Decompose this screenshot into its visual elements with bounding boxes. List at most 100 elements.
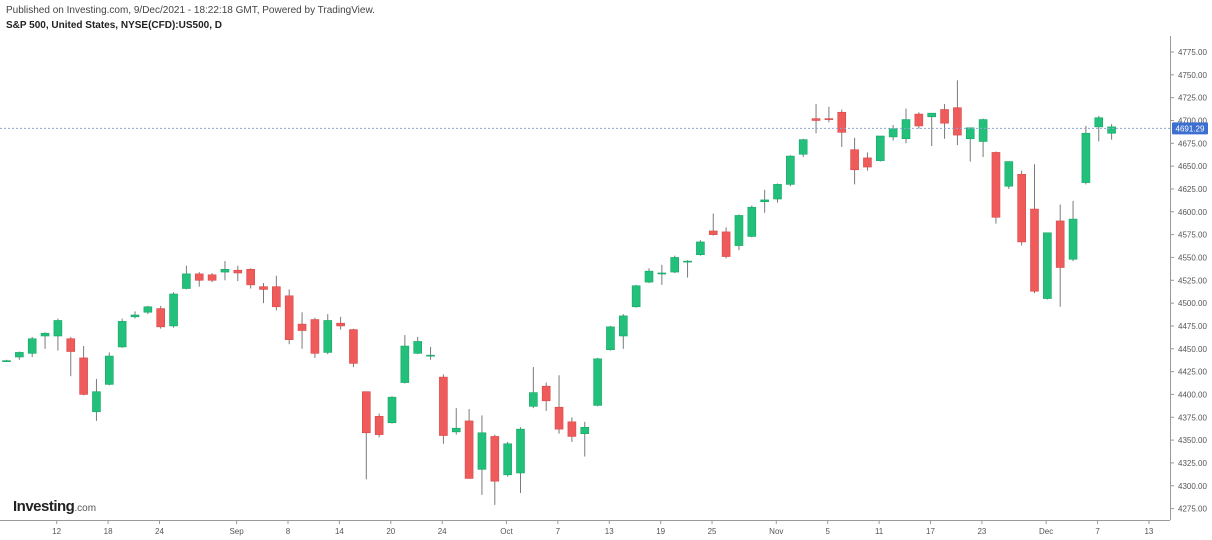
candle-body (1017, 174, 1026, 243)
candle (580, 421, 590, 457)
y-tick-label: 4525.00 (1178, 276, 1207, 285)
x-tick-label: 17 (926, 527, 935, 536)
y-tick-label: 4475.00 (1178, 322, 1207, 331)
candle (400, 335, 410, 384)
y-tick-label: 4325.00 (1178, 459, 1207, 468)
candle (978, 118, 988, 157)
candle-body (953, 107, 962, 136)
candle (863, 152, 872, 171)
candle-body (734, 215, 744, 246)
candle-body (696, 241, 705, 256)
candle-body (773, 184, 782, 200)
candle (361, 391, 371, 480)
candle-body (233, 269, 243, 274)
candle-body (747, 206, 757, 237)
candle-body (644, 270, 654, 283)
y-tick-label: 4675.00 (1178, 139, 1207, 148)
y-tick-label: 4500.00 (1178, 299, 1207, 308)
candle (66, 336, 76, 377)
chart-title: S&P 500, United States, NYSE(CFD):US500,… (6, 20, 222, 31)
candle-body (156, 308, 165, 328)
candle-body (940, 109, 949, 124)
candle (284, 289, 294, 345)
candle (182, 265, 191, 290)
candle-body (875, 135, 885, 161)
candle (1055, 204, 1065, 307)
candle (259, 283, 268, 304)
x-tick-label: 13 (605, 527, 614, 536)
y-tick-label: 4725.00 (1178, 94, 1207, 103)
candle (1094, 115, 1104, 142)
candle-body (1043, 232, 1052, 299)
candle-body (477, 432, 487, 470)
candle-body (580, 427, 590, 435)
candle (593, 357, 602, 407)
candle-body (246, 269, 255, 286)
candle (1107, 124, 1116, 140)
candle (1068, 200, 1078, 262)
candle-body (92, 391, 101, 413)
y-tick-label: 4775.00 (1178, 48, 1207, 57)
candle (2, 359, 11, 362)
brand-suffix: .com (74, 503, 97, 514)
candle-body (1030, 208, 1039, 292)
candle-body (297, 323, 307, 331)
candle (670, 255, 680, 273)
candle-body (991, 152, 1001, 218)
candle-body (554, 406, 564, 430)
candle-body (464, 420, 474, 479)
candle (618, 314, 628, 349)
candle (798, 138, 808, 157)
candle (875, 135, 885, 162)
candle-body (798, 139, 808, 155)
candle-body (708, 230, 718, 235)
candle (696, 240, 705, 256)
candle-body (79, 357, 88, 395)
candle (708, 213, 718, 236)
candle-body (1094, 117, 1104, 128)
last-price-label: 4691.29 (1176, 124, 1205, 133)
candle-body (1081, 132, 1091, 183)
candle (246, 268, 255, 289)
x-tick-label: 11 (875, 527, 884, 536)
x-tick-label: Dec (1039, 527, 1053, 536)
candle-body (811, 118, 821, 121)
x-tick-label: 19 (656, 527, 665, 536)
candle (503, 441, 512, 477)
candle-body (837, 111, 847, 133)
x-tick-label: 20 (386, 527, 395, 536)
candle (760, 189, 769, 213)
candle (541, 382, 551, 411)
y-axis: 4275.00 4300.00 4325.00 4350.00 4375.00 4400.… (1170, 36, 1208, 520)
candle-body (426, 354, 435, 357)
x-tick-label: 7 (1095, 527, 1100, 536)
candle (451, 408, 461, 435)
candle-body (850, 149, 859, 171)
y-tick-label: 4625.00 (1178, 185, 1207, 194)
candle (156, 305, 165, 329)
candle (786, 155, 795, 187)
candle (606, 325, 615, 351)
candle-body (439, 376, 448, 436)
candle-body (2, 360, 11, 362)
x-tick-label: 24 (438, 527, 447, 536)
candle-body (1004, 161, 1014, 187)
x-tick-label: 23 (977, 527, 986, 536)
candle-body (593, 358, 602, 406)
candle-body (760, 199, 769, 203)
candle (888, 125, 898, 141)
candle-body (182, 273, 191, 289)
candle-body (349, 329, 358, 364)
candle (53, 318, 63, 351)
candle (1004, 161, 1014, 189)
candle-body (490, 436, 500, 482)
candle-body (207, 274, 217, 281)
candle (554, 375, 564, 434)
candle (426, 346, 435, 360)
candle (40, 332, 50, 349)
candle (734, 214, 744, 251)
x-tick-label: 13 (1144, 527, 1153, 536)
y-tick-label: 4350.00 (1178, 436, 1207, 445)
candle (1017, 170, 1026, 246)
